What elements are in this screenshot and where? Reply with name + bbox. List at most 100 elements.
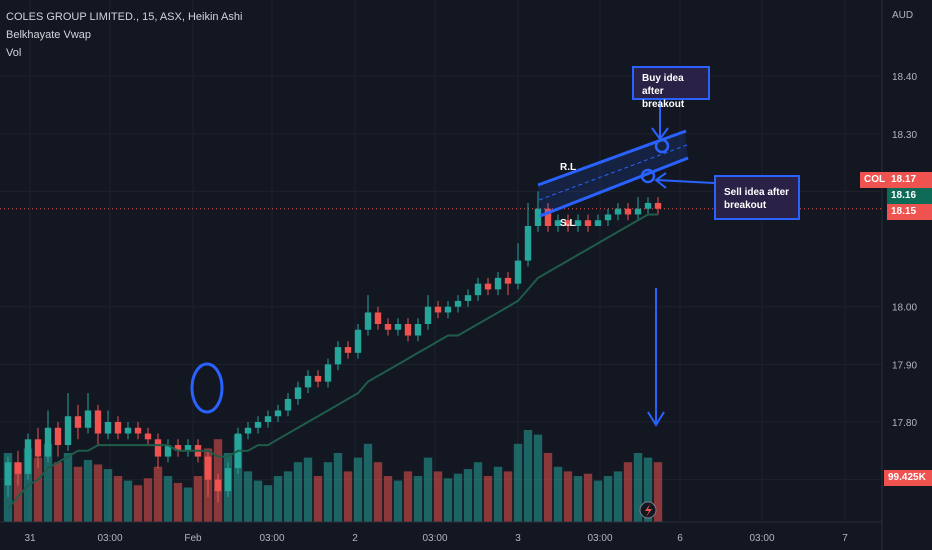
candle-body (184, 445, 192, 451)
volume-bar (623, 462, 633, 522)
candle-body (524, 226, 532, 261)
volume-bar (353, 457, 363, 522)
candle-body (324, 364, 332, 382)
volume-bar (383, 476, 393, 522)
volume-bar (63, 453, 73, 522)
vwap-line (7, 213, 658, 510)
highlight-circle (190, 362, 224, 414)
candle-body (594, 220, 602, 226)
y-tick-label: 18.40 (892, 72, 917, 83)
volume-bar (193, 476, 203, 522)
buy-arrow-head (651, 127, 669, 141)
last-price-tag: 18.17 (887, 172, 932, 188)
volume-tag: 99.425K (884, 470, 932, 486)
volume-bar (43, 443, 53, 522)
candle-body (334, 347, 342, 365)
volume-bar (273, 476, 283, 522)
candle-body (4, 462, 12, 486)
volume-bar (183, 487, 193, 522)
candle-body (614, 208, 622, 215)
bid-price-tag: 18.16 (887, 188, 932, 204)
volume-bar (53, 462, 63, 522)
candle-body (354, 329, 362, 353)
symbol-price-tag: COL (860, 172, 890, 188)
volume-bar (653, 462, 663, 522)
candle-body (254, 422, 262, 428)
user-drawings[interactable] (190, 100, 715, 427)
volume-bar (13, 462, 23, 522)
volume-bar (473, 462, 483, 522)
candle-body (24, 439, 32, 474)
candle-body (274, 410, 282, 417)
volume-bar (133, 485, 143, 522)
candle-body (214, 479, 222, 492)
candle-body (544, 208, 552, 226)
indicator-volume[interactable]: Vol (6, 47, 22, 59)
symbol-title[interactable]: COLES GROUP LIMITED., 15, ASX, Heikin As… (6, 11, 243, 23)
candle-body (374, 312, 382, 324)
candle-body (494, 277, 502, 290)
volume-bar (233, 434, 243, 522)
volume-bar (443, 478, 453, 522)
volume-bars (3, 430, 663, 522)
channel-fill (538, 132, 688, 216)
candle-body (174, 445, 182, 451)
volume-bar (253, 480, 263, 522)
sell-arrow (655, 179, 715, 184)
y-tick-label: 18.30 (892, 130, 917, 141)
candle-body (654, 202, 662, 209)
volume-bar (393, 480, 403, 522)
volume-bar (333, 453, 343, 522)
volume-bar (513, 443, 523, 522)
support-label: S.L (560, 218, 576, 229)
volume-bar (263, 485, 273, 522)
volume-bar (633, 453, 643, 522)
x-tick-label: Feb (184, 533, 202, 544)
volume-bar (73, 466, 83, 522)
down-projection-arrow-head (647, 411, 665, 427)
candle-body (164, 445, 172, 457)
volume-bar (483, 476, 493, 522)
candle-body (514, 260, 522, 284)
volume-bar (433, 471, 443, 522)
volume-bar (553, 466, 563, 522)
candle-body (474, 283, 482, 296)
candle-body (644, 202, 652, 209)
candle-body (414, 324, 422, 336)
volume-bar (373, 462, 383, 522)
candle-body (94, 410, 102, 434)
buy-idea-callout[interactable]: Buy idea after breakout (632, 66, 710, 110)
y-tick-label: 17.90 (892, 360, 917, 371)
volume-bar (153, 466, 163, 522)
candle-body (554, 220, 562, 226)
volume-bar (343, 471, 353, 522)
sell-marker-circle (640, 168, 656, 184)
volume-bar (93, 464, 103, 522)
volume-bar (503, 471, 513, 522)
candle-body (144, 433, 152, 440)
indicator-vwap[interactable]: Belkhayate Vwap (6, 29, 91, 41)
volume-bar (323, 462, 333, 522)
price-candles (4, 191, 662, 503)
ask-price-tag: 18.15 (887, 204, 932, 220)
volume-bar (533, 434, 543, 522)
volume-bar (143, 478, 153, 522)
x-tick-label: 03:00 (97, 533, 122, 544)
volume-bar (173, 482, 183, 522)
candle-body (294, 387, 302, 399)
volume-bar (493, 466, 503, 522)
candle-body (504, 277, 512, 284)
x-tick-label: 03:00 (422, 533, 447, 544)
volume-bar (243, 471, 253, 522)
volume-bar (583, 473, 593, 522)
buy-marker-circle (654, 138, 670, 154)
x-tick-label: 03:00 (259, 533, 284, 544)
currency-label: AUD (892, 10, 913, 21)
candle-body (344, 347, 352, 353)
candle-body (634, 208, 642, 215)
sell-idea-callout[interactable]: Sell idea after breakout (714, 175, 800, 220)
candle-body (534, 208, 542, 226)
candle-body (314, 375, 322, 382)
candle-body (154, 439, 162, 457)
